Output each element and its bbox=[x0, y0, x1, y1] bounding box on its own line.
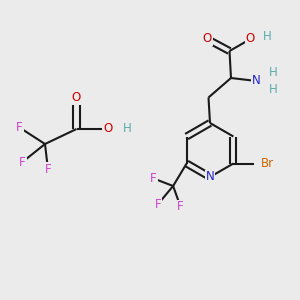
Text: F: F bbox=[19, 155, 26, 169]
Text: N: N bbox=[206, 170, 214, 184]
Text: H: H bbox=[262, 29, 272, 43]
Text: H: H bbox=[268, 83, 278, 96]
Text: H: H bbox=[268, 66, 278, 79]
Text: O: O bbox=[72, 91, 81, 104]
Text: H: H bbox=[123, 122, 132, 136]
Text: O: O bbox=[103, 122, 112, 136]
Text: F: F bbox=[177, 200, 184, 214]
Text: Br: Br bbox=[260, 157, 274, 170]
Text: O: O bbox=[202, 32, 211, 46]
Text: F: F bbox=[45, 163, 51, 176]
Text: N: N bbox=[252, 74, 261, 88]
Text: F: F bbox=[155, 197, 161, 211]
Text: F: F bbox=[150, 172, 157, 185]
Text: O: O bbox=[246, 32, 255, 46]
Text: F: F bbox=[16, 121, 23, 134]
